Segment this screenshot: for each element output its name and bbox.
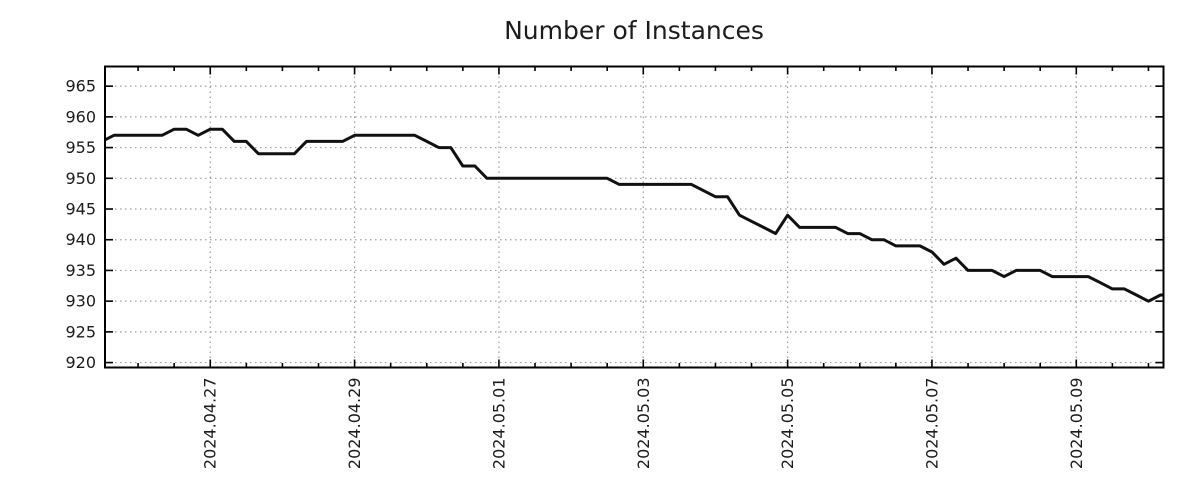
y-tick-label: 940	[65, 230, 96, 249]
axis-ticks	[105, 66, 1164, 368]
series-layer	[105, 127, 1164, 303]
x-tick-label: 2024.05.07	[922, 378, 941, 470]
y-tick-label: 955	[65, 138, 96, 157]
axis-tick-labels: 920 925 930 935 940 945 950 955 960 965 2024.04.27…	[65, 77, 1085, 469]
y-tick-label: 930	[65, 292, 96, 311]
x-tick-label: 2024.05.03	[634, 378, 653, 470]
instances-series-line	[105, 127, 1164, 303]
y-tick-label: 965	[65, 77, 96, 96]
grid-lines	[105, 66, 1164, 368]
chart-title: Number of Instances	[504, 16, 764, 45]
x-tick-label: 2024.04.27	[201, 378, 220, 470]
x-tick-label: 2024.05.05	[778, 378, 797, 470]
y-tick-label: 935	[65, 261, 96, 280]
y-tick-label: 945	[65, 200, 96, 219]
y-tick-label: 925	[65, 322, 96, 341]
y-tick-label: 960	[65, 107, 96, 126]
y-tick-label: 920	[65, 353, 96, 372]
x-tick-label: 2024.05.09	[1067, 378, 1086, 470]
y-tick-label: 950	[65, 169, 96, 188]
x-tick-label: 2024.04.29	[345, 378, 364, 470]
plot-border	[104, 65, 1165, 369]
x-tick-label: 2024.05.01	[489, 378, 508, 470]
